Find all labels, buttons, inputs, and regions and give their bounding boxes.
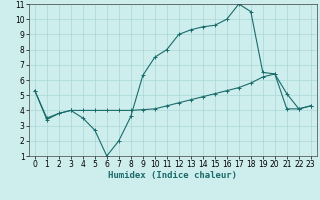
X-axis label: Humidex (Indice chaleur): Humidex (Indice chaleur)	[108, 171, 237, 180]
